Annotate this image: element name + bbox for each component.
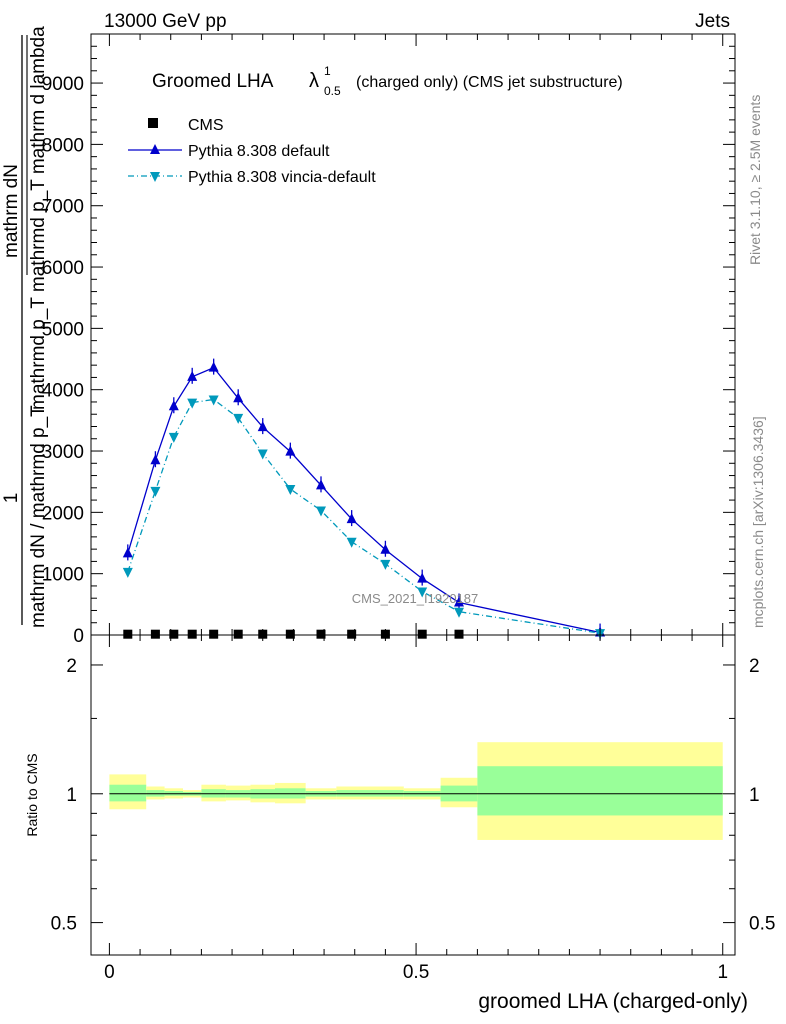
main-marks [122, 358, 606, 640]
main-ytick-label: 1000 [42, 565, 84, 586]
ratio-xtick-label: 0 [104, 962, 115, 983]
main-panel: 0 1000 2000 3000 4000 5000 6000 7000 8000 9000 [42, 33, 736, 647]
ylabel-right-bottom: mathrmd p_T mathrmd p_T mathrm d lambda [28, 26, 49, 410]
vincia-data-point [257, 449, 268, 460]
series-line-1 [127, 366, 601, 634]
cms-data-point [187, 629, 197, 639]
default-data-point [417, 572, 428, 583]
series-line-2 [127, 398, 601, 634]
vincia-data-point [316, 506, 326, 517]
chart-title-subscript: 0.5 [324, 84, 341, 98]
default-data-point [233, 392, 244, 403]
vincia-data-point [346, 537, 357, 548]
main-ytick-label: 8000 [42, 135, 84, 156]
default-data-point [187, 370, 198, 381]
chart-title-suffix: (charged only) (CMS jet substructure) [356, 74, 623, 91]
cms-data-point [209, 629, 219, 639]
analysis-watermark: CMS_2021_I1920187 [352, 591, 479, 606]
cms-data-point [316, 629, 326, 639]
vincia-data-point [187, 398, 198, 409]
legend-label-vincia: Pythia 8.308 vincia-default [188, 169, 376, 186]
main-ytick-label: 5000 [42, 319, 84, 340]
chart-title-main: Groomed LHA [152, 71, 274, 92]
cms-data-point [123, 629, 133, 639]
ratio-bands [109, 742, 723, 840]
ylabel-numer: 1 [1, 493, 22, 504]
main-xticks [108, 34, 724, 635]
vincia-data-point [454, 607, 464, 618]
default-data-point [150, 454, 161, 465]
chart-title-superscript: 1 [324, 64, 331, 78]
main-ytick-label: 7000 [42, 197, 84, 218]
ratio-yticks: 0.5 0.5 1 1 2 2 [51, 656, 776, 935]
cms-data-point [454, 629, 464, 639]
ratio-band-green [477, 766, 723, 816]
cms-data-point [285, 629, 295, 639]
main-ylabel: 1 mathrm dN / mathrmd p_T mathrm dN math… [1, 26, 49, 628]
ratio-xticks: 0 0.5 1 [104, 635, 728, 983]
vincia-data-point [168, 432, 179, 443]
cms-data-point [169, 629, 179, 639]
vincia-data-point [380, 559, 391, 570]
vincia-data-point [233, 413, 244, 424]
default-data-point [346, 513, 357, 524]
default-data-point [208, 361, 219, 372]
vincia-data-point [122, 567, 133, 578]
cms-data-point [417, 629, 427, 639]
ratio-ytick-label: 1 [66, 785, 77, 806]
default-data-point [257, 421, 268, 432]
ratio-frame [90, 634, 736, 956]
ratio-ylabel: Ratio to CMS [24, 753, 40, 836]
mcplots-label: mcplots.cern.ch [arXiv:1306.3436] [750, 416, 766, 628]
ratio-ytick-label: 0.5 [51, 914, 77, 935]
main-ytick-label: 0 [73, 626, 84, 647]
main-ytick-label: 2000 [42, 503, 84, 524]
ratio-ytick-label: 2 [66, 656, 77, 677]
vincia-data-point [208, 395, 219, 406]
legend-label-cms: CMS [188, 117, 224, 134]
cms-data-point [347, 629, 357, 639]
default-data-point [285, 445, 296, 456]
ratio-ytick-label-right: 1 [749, 785, 760, 806]
legend-marker-vincia [150, 172, 160, 182]
main-yticks: 0 1000 2000 3000 4000 5000 6000 7000 8000 9000 [42, 45, 735, 647]
vincia-data-point [150, 486, 161, 497]
chart-title-symbol: λ [309, 70, 319, 92]
cms-data-point [233, 629, 243, 639]
header-left: 13000 GeV pp [104, 11, 227, 32]
header-right: Jets [695, 11, 730, 32]
ylabel-denom: mathrm dN / mathrmd p_T [28, 405, 49, 628]
legend-label-default: Pythia 8.308 default [188, 143, 330, 160]
ratio-ytick-label-right: 2 [749, 656, 760, 677]
main-ytick-label: 4000 [42, 381, 84, 402]
default-data-point [168, 400, 179, 411]
ratio-xtick-label: 0.5 [403, 962, 429, 983]
vincia-data-point [285, 485, 296, 496]
ylabel-right-top: mathrm dN [1, 164, 22, 258]
ratio-panel: 0.5 0.51 12 2 0 0.5 1 [51, 634, 776, 983]
main-ytick-label: 6000 [42, 258, 84, 279]
default-data-point [122, 547, 133, 558]
chart-title: Groomed LHA λ 1 0.5 (charged only) (CMS … [152, 64, 623, 98]
legend: CMS Pythia 8.308 default Pythia 8.308 vi… [128, 117, 376, 186]
legend-marker-cms [148, 118, 158, 128]
main-ytick-label: 9000 [42, 74, 84, 95]
default-data-point [316, 479, 326, 490]
default-data-point [380, 543, 391, 554]
main-ytick-label: 3000 [42, 442, 84, 463]
legend-marker-default [150, 144, 160, 154]
ratio-xtick-label: 1 [717, 962, 728, 983]
vincia-data-point [417, 587, 428, 598]
cms-data-point [150, 629, 160, 639]
ratio-ytick-label-right: 0.5 [749, 914, 775, 935]
ratio-band-green [109, 784, 147, 802]
rivet-label: Rivet 3.1.10, ≥ 2.5M events [747, 95, 763, 265]
xlabel: groomed LHA (charged-only) [478, 990, 748, 1013]
default-data-point [454, 596, 464, 607]
